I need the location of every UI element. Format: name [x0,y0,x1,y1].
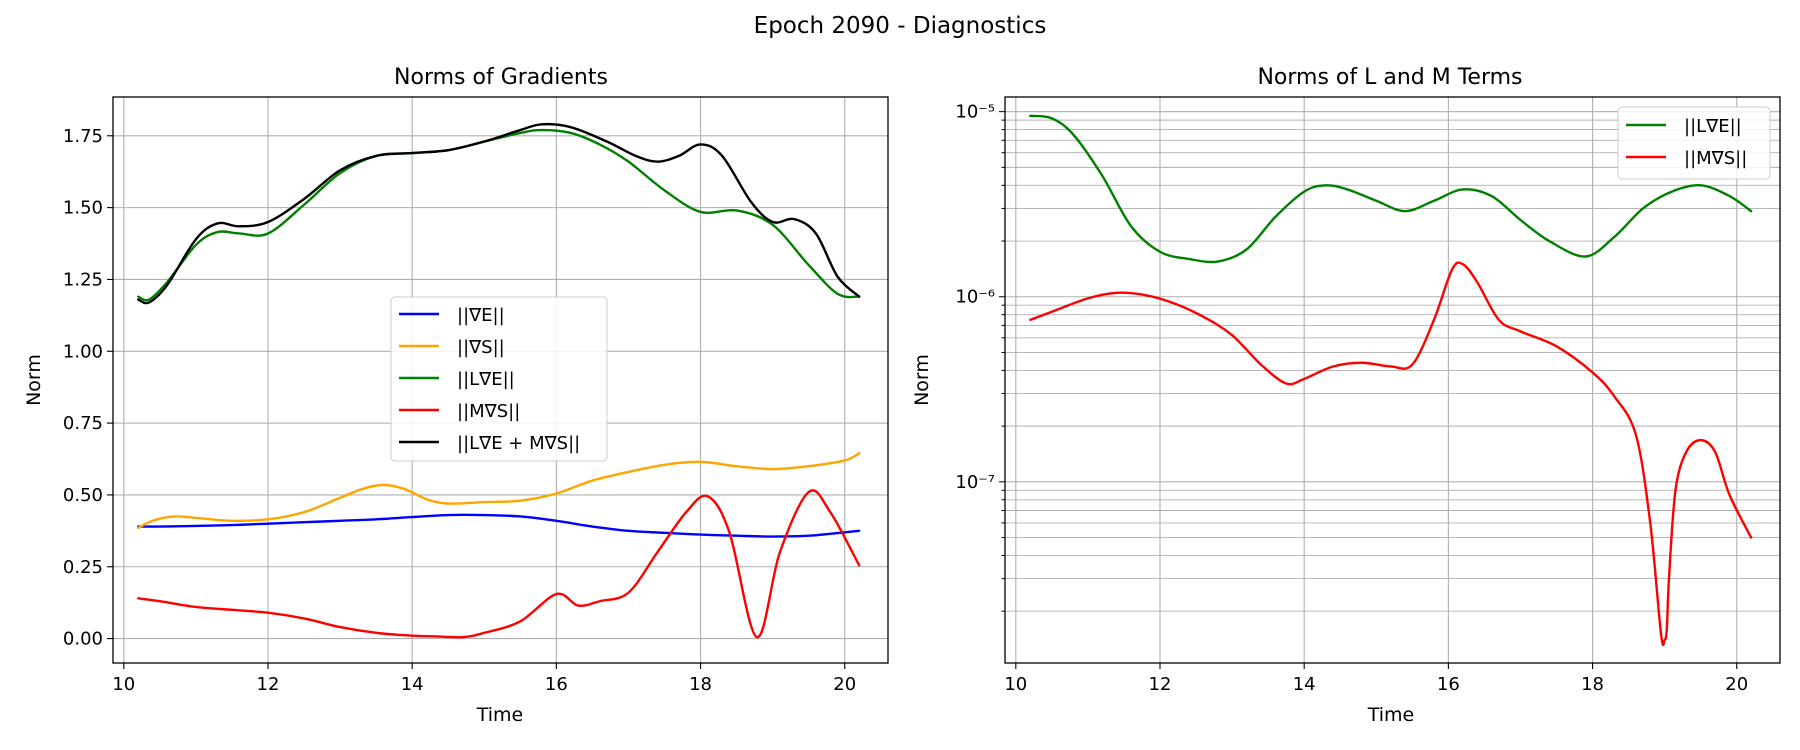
right-series-line-1 [1029,261,1753,647]
right-grid [1005,97,1780,663]
right-x-tick-label: 12 [1149,674,1172,695]
right-y-tick-label: 10⁻⁶ [955,287,995,308]
right-y-axis-label: Norm [911,354,933,406]
left-y-tick-label: 1.50 [63,198,103,219]
left-y-tick-label: 0.25 [63,557,103,578]
right-x-tick-label: 18 [1581,674,1604,695]
right-series-line-0 [1029,114,1753,264]
left-x-ticks: 10 12 14 16 18 20 [112,663,856,695]
left-y-tick-label: 1.75 [63,126,103,147]
right-y-tick-label: 10⁻⁷ [955,472,995,493]
right-chart: Norms of L and M Terms 10 12 14 16 18 20 10⁻⁷… [911,65,1781,726]
left-legend-label-2: ||L∇E|| [457,369,515,390]
right-y-tick-label: 10⁻⁵ [955,102,995,123]
left-y-axis-label: Norm [23,354,45,406]
left-y-tick-label: 0.00 [63,629,103,650]
right-legend-label-0: ||L∇E|| [1684,116,1742,137]
right-axes-frame [1004,96,1781,664]
left-x-tick-label: 16 [545,674,568,695]
left-x-tick-label: 18 [689,674,712,695]
left-y-tick-label: 0.50 [63,485,103,506]
left-legend-label-1: ||∇S|| [457,337,505,358]
right-chart-title: Norms of L and M Terms [1257,65,1522,90]
left-series-line-0 [137,513,861,538]
left-series-line-1 [137,452,861,530]
right-x-tick-label: 14 [1293,674,1316,695]
left-series-line-4 [137,122,861,305]
left-y-ticks: 0.00 0.25 0.50 0.75 1.00 1.25 1.50 1.75 [63,126,113,650]
left-chart-title: Norms of Gradients [394,65,608,90]
left-y-tick-label: 0.75 [63,413,103,434]
right-x-tick-label: 20 [1725,674,1748,695]
left-x-tick-label: 10 [112,674,135,695]
right-x-tick-label: 10 [1004,674,1027,695]
left-axes-frame [112,96,889,664]
left-legend-label-4: ||L∇E + M∇S|| [457,433,580,454]
right-x-axis-label: Time [1367,704,1415,726]
left-legend-label-0: ||∇E|| [457,305,505,326]
left-plot-area [137,122,861,639]
right-x-tick-label: 16 [1437,674,1460,695]
left-x-tick-label: 20 [833,674,856,695]
left-series-line-2 [137,128,861,302]
right-x-ticks: 10 12 14 16 18 20 [1004,663,1748,695]
right-legend-label-1: ||M∇S|| [1684,148,1747,169]
figure-suptitle: Epoch 2090 - Diagnostics [754,13,1047,39]
right-plot-area [1029,114,1753,647]
left-legend-box [390,296,608,462]
left-chart: Norms of Gradients 10 12 14 16 18 20 0.00 0.25… [23,65,889,726]
left-legend-label-3: ||M∇S|| [457,401,520,422]
left-y-tick-label: 1.25 [63,269,103,290]
left-series-line-3 [137,489,861,639]
left-x-tick-label: 14 [401,674,424,695]
left-y-tick-label: 1.00 [63,341,103,362]
left-x-tick-label: 12 [257,674,280,695]
left-x-axis-label: Time [476,704,524,726]
left-legend: ||∇E|| ||∇S|| ||L∇E|| ||M∇S|| ||L∇E + M∇S|| [390,296,608,462]
right-y-ticks: 10⁻⁷ 10⁻⁶ 10⁻⁵ [955,102,1005,612]
right-legend: ||L∇E|| ||M∇S|| [1617,106,1771,180]
